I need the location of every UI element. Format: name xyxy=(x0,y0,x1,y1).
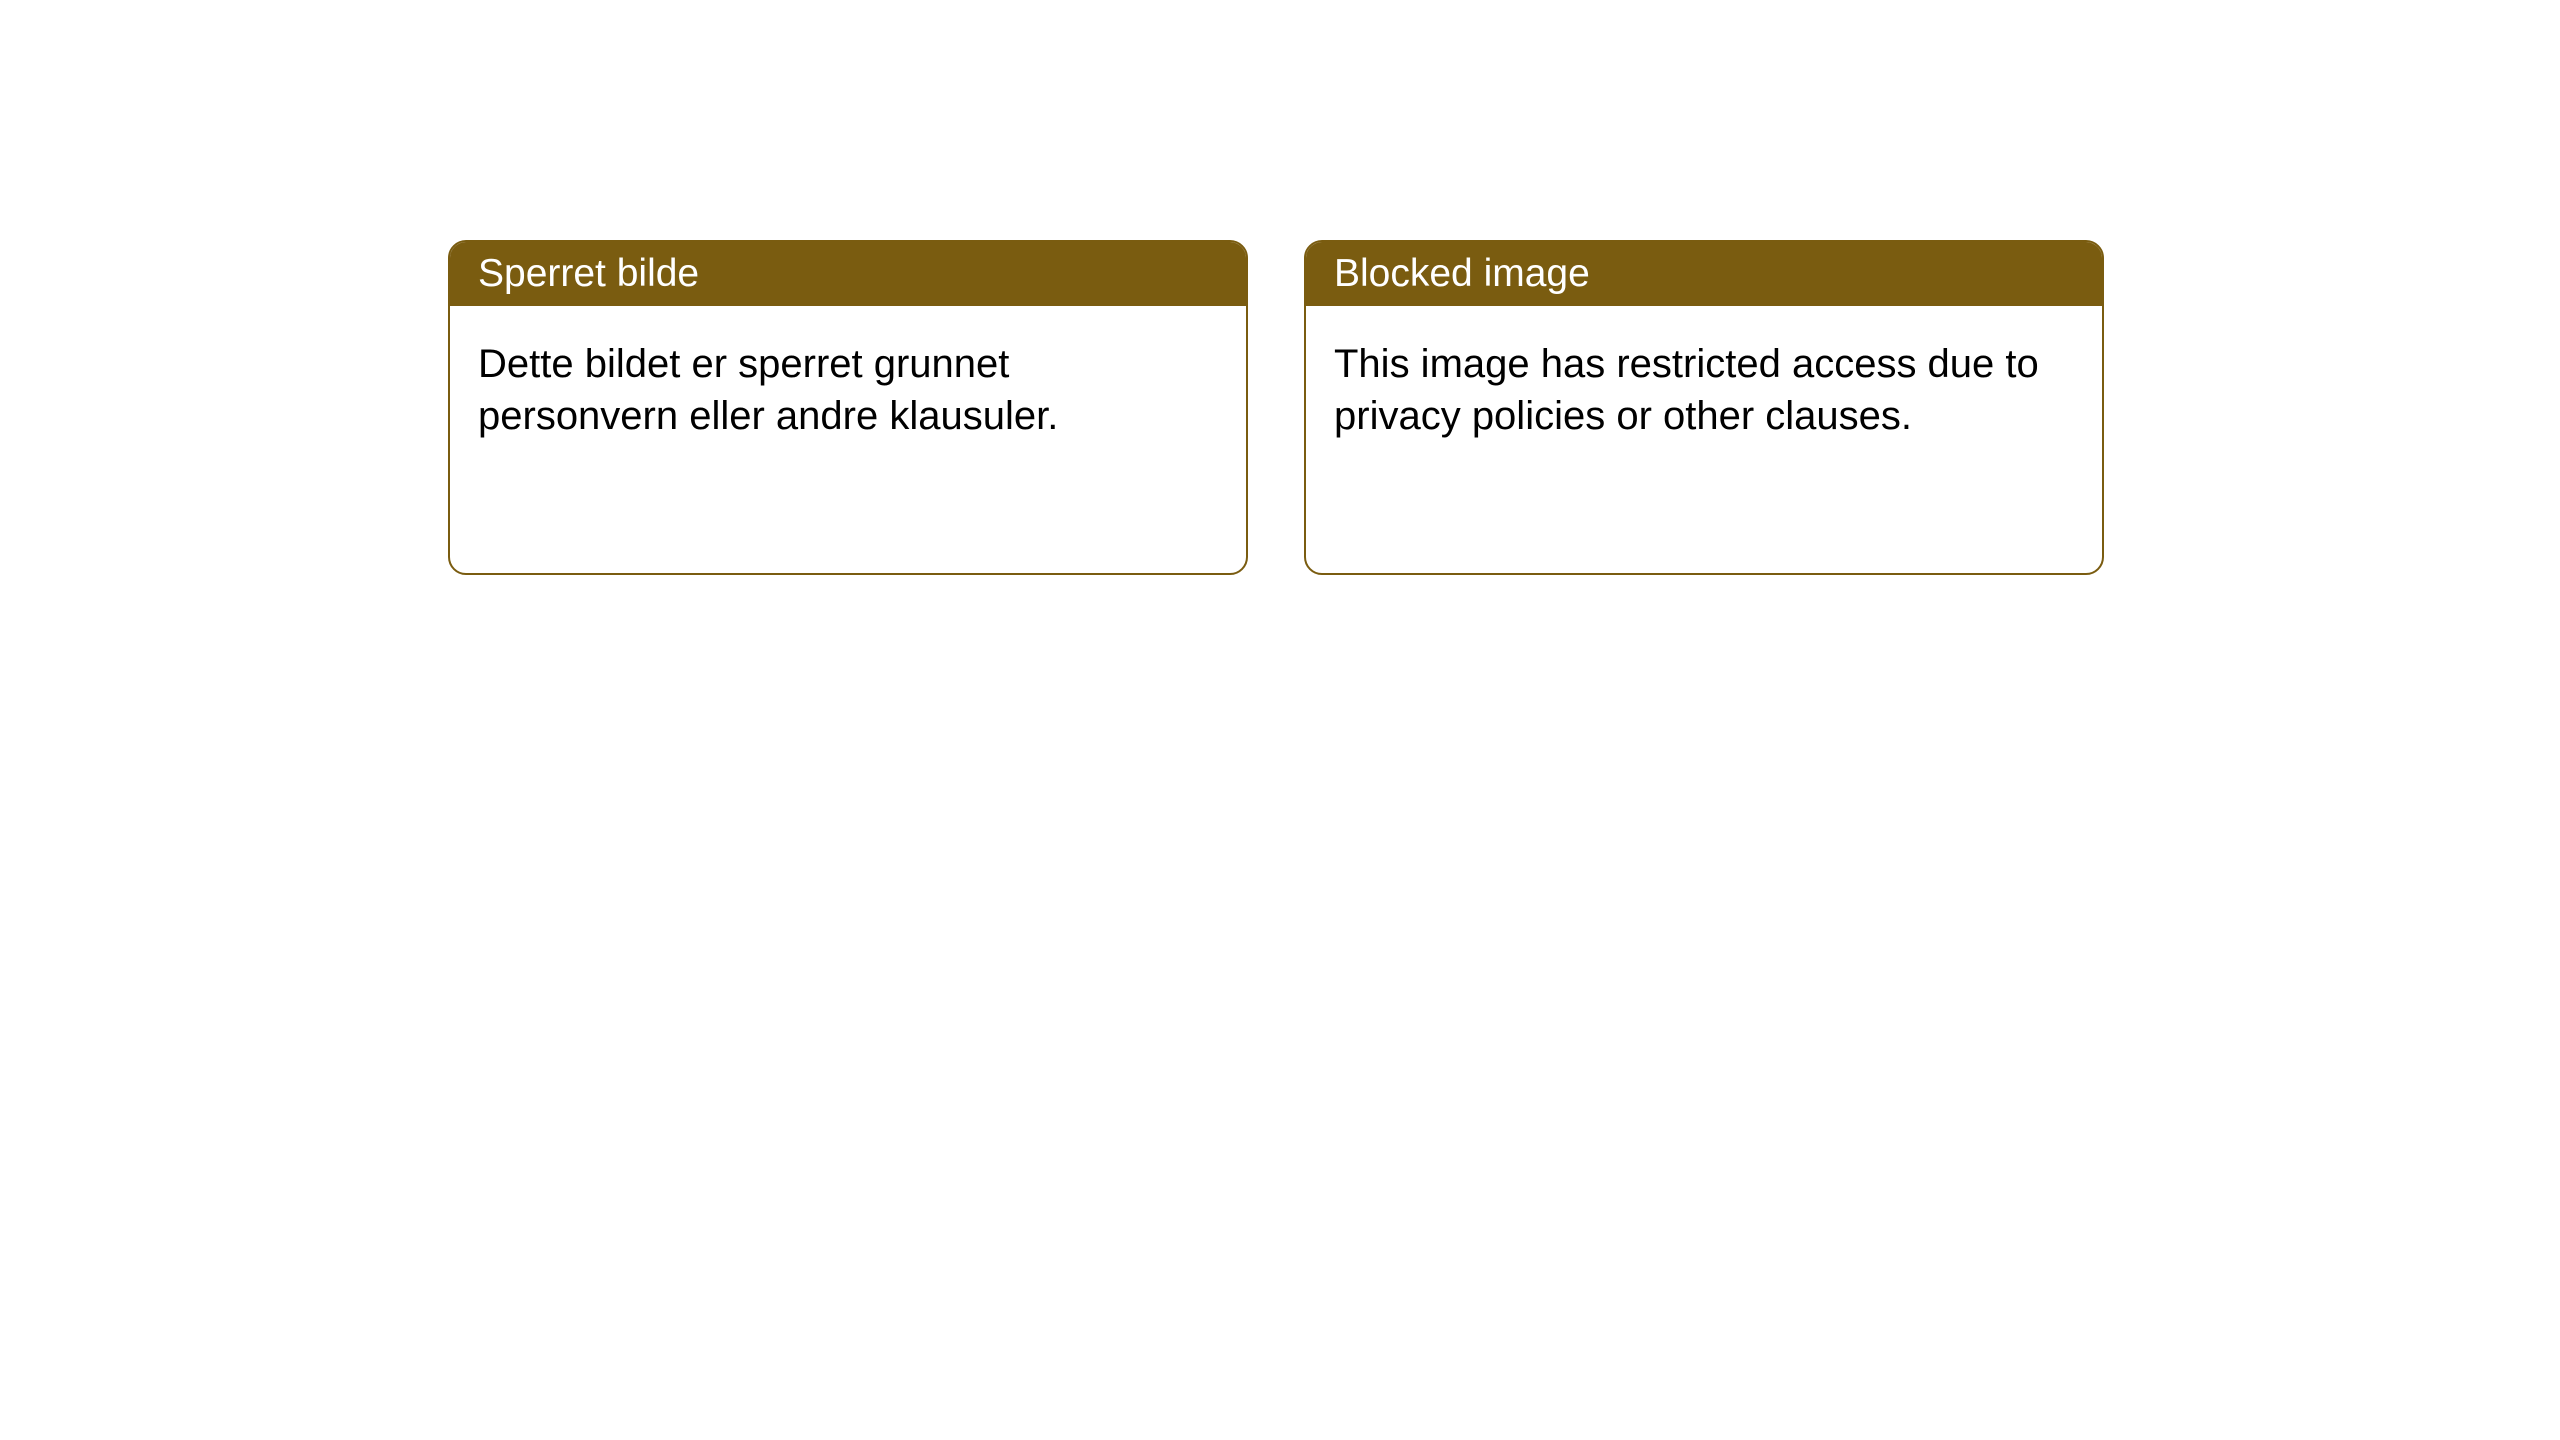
notice-card-header: Sperret bilde xyxy=(450,242,1246,306)
notice-container: Sperret bilde Dette bildet er sperret gr… xyxy=(448,240,2104,575)
notice-card-norwegian: Sperret bilde Dette bildet er sperret gr… xyxy=(448,240,1248,575)
notice-card-body: This image has restricted access due to … xyxy=(1306,306,2102,474)
notice-card-body: Dette bildet er sperret grunnet personve… xyxy=(450,306,1246,474)
notice-card-header: Blocked image xyxy=(1306,242,2102,306)
notice-card-english: Blocked image This image has restricted … xyxy=(1304,240,2104,575)
